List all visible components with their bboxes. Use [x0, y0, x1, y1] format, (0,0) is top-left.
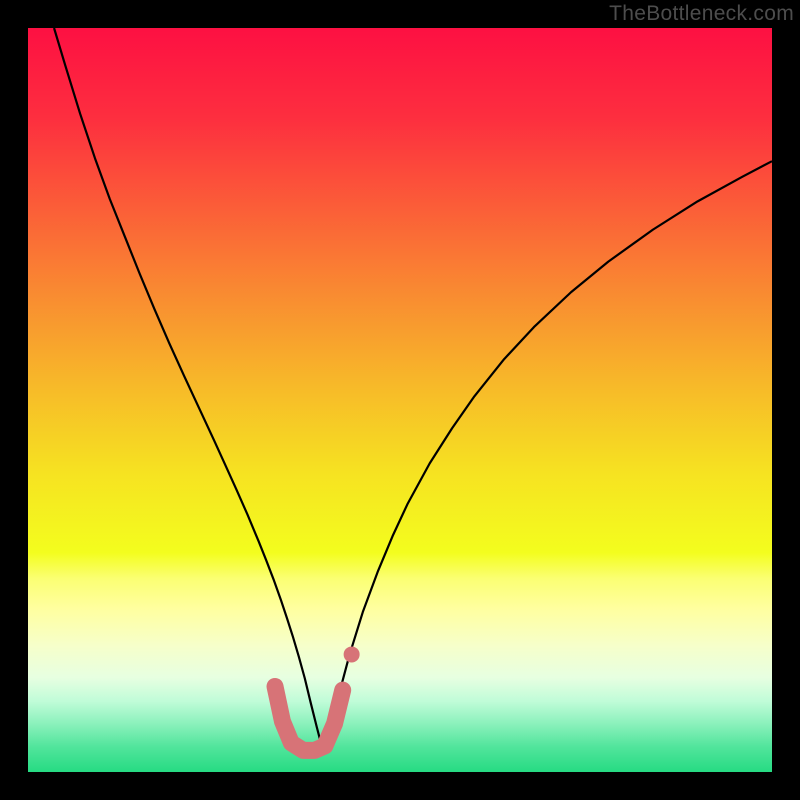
plot-background	[28, 28, 772, 772]
watermark-text: TheBottleneck.com	[609, 2, 794, 26]
highlight-end-dot	[344, 646, 360, 662]
bottleneck-chart	[0, 0, 800, 800]
chart-container: TheBottleneck.com	[0, 0, 800, 800]
